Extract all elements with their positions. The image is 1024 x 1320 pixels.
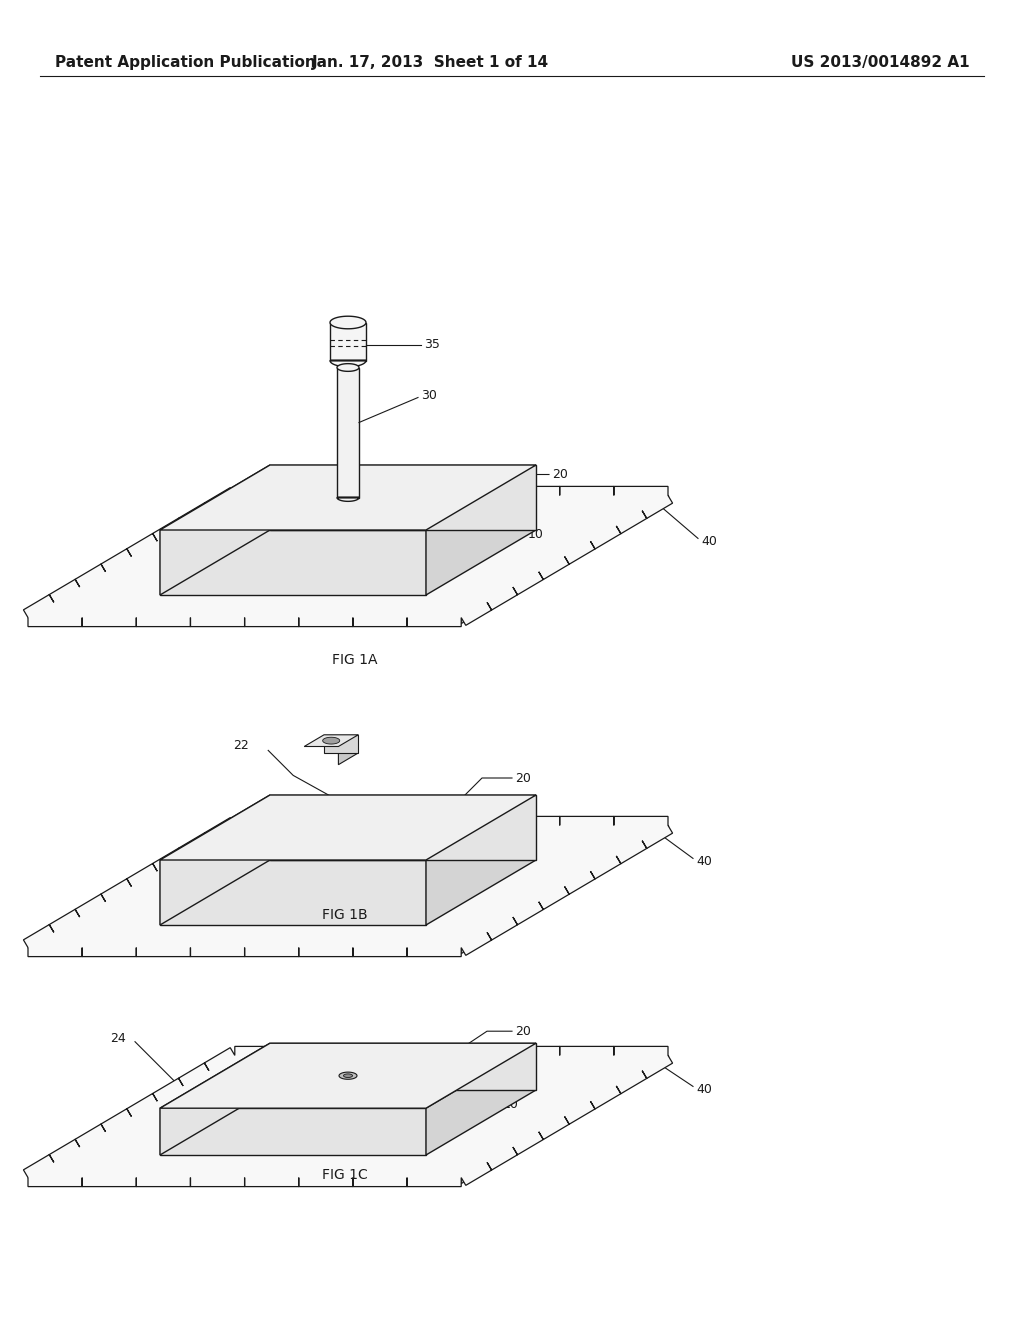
Polygon shape	[24, 816, 673, 957]
Polygon shape	[304, 735, 358, 747]
Polygon shape	[234, 495, 668, 502]
Polygon shape	[324, 735, 358, 752]
Polygon shape	[24, 1047, 673, 1187]
Polygon shape	[160, 465, 270, 595]
Text: Jan. 17, 2013  Sheet 1 of 14: Jan. 17, 2013 Sheet 1 of 14	[311, 54, 549, 70]
Text: 30: 30	[421, 389, 437, 403]
Polygon shape	[160, 795, 270, 925]
Polygon shape	[426, 795, 536, 925]
Polygon shape	[234, 825, 668, 832]
Polygon shape	[338, 735, 358, 764]
Text: FIG 1C: FIG 1C	[323, 1168, 368, 1181]
Text: Patent Application Publication: Patent Application Publication	[55, 54, 315, 70]
Polygon shape	[339, 1072, 357, 1080]
Polygon shape	[160, 795, 536, 861]
Polygon shape	[270, 465, 536, 531]
Polygon shape	[160, 1043, 270, 1155]
Polygon shape	[426, 1043, 536, 1155]
Text: 40: 40	[696, 855, 712, 869]
Text: 35: 35	[424, 338, 440, 351]
Text: 10: 10	[528, 528, 544, 541]
Text: FIG 1A: FIG 1A	[332, 653, 378, 667]
Polygon shape	[337, 367, 359, 498]
Polygon shape	[160, 465, 536, 531]
Text: FIG 1B: FIG 1B	[323, 908, 368, 921]
Text: 40: 40	[701, 535, 717, 548]
Polygon shape	[461, 825, 668, 953]
Polygon shape	[24, 486, 673, 627]
Polygon shape	[337, 498, 359, 502]
Polygon shape	[330, 322, 366, 360]
Polygon shape	[461, 1056, 668, 1184]
Polygon shape	[160, 861, 426, 925]
Text: 40: 40	[696, 1082, 712, 1096]
Text: 20: 20	[515, 1024, 530, 1038]
Polygon shape	[270, 1043, 536, 1090]
Polygon shape	[323, 738, 340, 744]
Polygon shape	[461, 495, 668, 623]
Polygon shape	[160, 1109, 426, 1155]
Text: 24: 24	[110, 1032, 126, 1045]
Polygon shape	[337, 363, 359, 371]
Polygon shape	[270, 795, 536, 861]
Polygon shape	[160, 531, 426, 595]
Text: 20: 20	[552, 469, 568, 480]
Polygon shape	[160, 1043, 536, 1109]
Polygon shape	[330, 360, 366, 367]
Polygon shape	[343, 1074, 352, 1077]
Text: 10: 10	[503, 855, 519, 869]
Polygon shape	[330, 317, 366, 329]
Text: US 2013/0014892 A1: US 2013/0014892 A1	[792, 54, 970, 70]
Text: 10: 10	[503, 1098, 519, 1111]
Text: 20: 20	[515, 771, 530, 784]
Polygon shape	[426, 465, 536, 595]
Text: 22: 22	[233, 739, 249, 752]
Polygon shape	[234, 1056, 668, 1061]
